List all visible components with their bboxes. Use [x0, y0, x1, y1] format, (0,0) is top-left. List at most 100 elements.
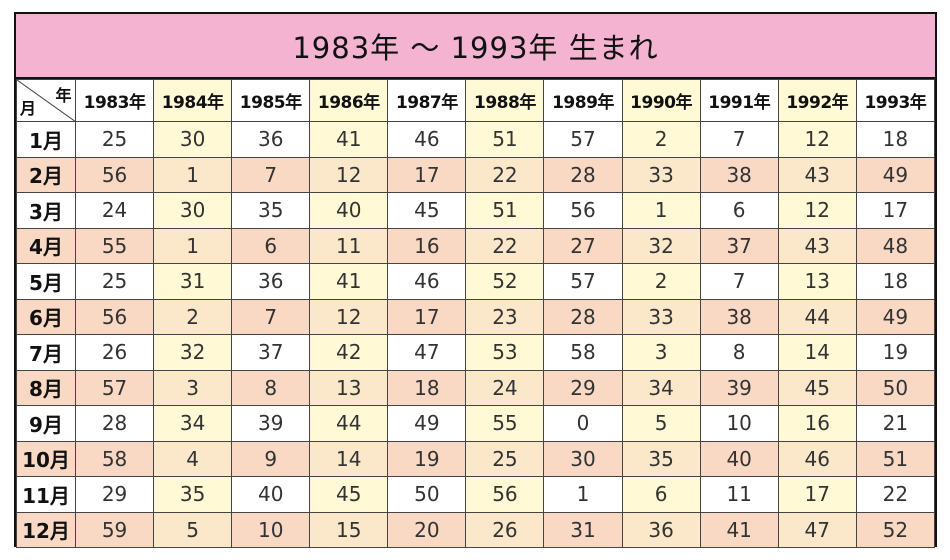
table-cell: 43 [777, 156, 857, 193]
table-cell: 25 [465, 440, 545, 477]
table-cell: 11 [309, 227, 389, 264]
table-row: 11月 29 35 40 45 50 56 1 6 11 17 22 [16, 476, 936, 513]
table-cell: 23 [465, 298, 545, 335]
table-cell: 13 [777, 263, 857, 300]
table-cell: 38 [699, 156, 779, 193]
table-row: 1月 25 30 36 41 46 51 57 2 7 12 18 [16, 121, 936, 158]
table-cell: 9 [231, 440, 311, 477]
table-cell: 51 [855, 440, 936, 477]
table-cell: 33 [621, 298, 701, 335]
month-label: 1月 [16, 121, 76, 158]
table-cell: 29 [74, 476, 155, 513]
table-cell: 33 [621, 156, 701, 193]
table-cell: 7 [231, 298, 311, 335]
table-cell: 1 [153, 156, 233, 193]
table-cell: 46 [777, 440, 857, 477]
table-cell: 19 [387, 440, 467, 477]
table-cell: 17 [777, 476, 857, 513]
table-cell: 56 [465, 476, 545, 513]
table-row: 6月 56 2 7 12 17 23 28 33 38 44 49 [16, 298, 936, 335]
table-cell: 52 [855, 511, 936, 548]
table-cell: 44 [777, 298, 857, 335]
table-cell: 51 [465, 192, 545, 229]
table-row: 4月 55 1 6 11 16 22 27 32 37 43 48 [16, 227, 936, 264]
table-cell: 35 [621, 440, 701, 477]
month-label: 12月 [16, 511, 76, 548]
table-cell: 32 [153, 334, 233, 371]
table-cell: 46 [387, 263, 467, 300]
table-cell: 41 [699, 511, 779, 548]
month-label: 7月 [16, 334, 76, 371]
table-cell: 21 [855, 405, 936, 442]
month-label: 11月 [16, 476, 76, 513]
table-cell: 40 [231, 476, 311, 513]
header-row: 年 月 1983年 1984年 1985年 1986年 1987年 1988年 … [16, 79, 936, 122]
table-cell: 57 [74, 369, 155, 406]
table-cell: 34 [621, 369, 701, 406]
table-cell: 53 [465, 334, 545, 371]
table-row: 3月 24 30 35 40 45 51 56 1 6 12 17 [16, 192, 936, 229]
table-cell: 49 [855, 298, 936, 335]
table-cell: 1 [621, 192, 701, 229]
year-header: 1987年 [387, 79, 467, 122]
table-cell: 22 [465, 227, 545, 264]
table-cell: 25 [74, 121, 155, 158]
table-cell: 18 [387, 369, 467, 406]
table-cell: 24 [74, 192, 155, 229]
table-cell: 57 [543, 121, 623, 158]
table-cell: 2 [153, 298, 233, 335]
table-cell: 36 [231, 263, 311, 300]
table-cell: 12 [309, 298, 389, 335]
table-cell: 7 [231, 156, 311, 193]
table-cell: 7 [699, 121, 779, 158]
table-cell: 3 [621, 334, 701, 371]
year-header: 1983年 [74, 79, 155, 122]
table-cell: 22 [465, 156, 545, 193]
year-header: 1988年 [465, 79, 545, 122]
table-cell: 18 [855, 263, 936, 300]
table-cell: 27 [543, 227, 623, 264]
table-cell: 58 [543, 334, 623, 371]
table-cell: 35 [153, 476, 233, 513]
table-cell: 56 [543, 192, 623, 229]
year-header: 1989年 [543, 79, 623, 122]
table-cell: 30 [153, 121, 233, 158]
table-cell: 6 [231, 227, 311, 264]
table-cell: 57 [543, 263, 623, 300]
month-label: 10月 [16, 440, 76, 477]
table-cell: 49 [387, 405, 467, 442]
table-body: 1月 25 30 36 41 46 51 57 2 7 12 18 2月 56 1 7 12 17 22 28 33 38… [16, 121, 936, 548]
table-cell: 56 [74, 156, 155, 193]
year-header: 1993年 [855, 79, 936, 122]
table-cell: 12 [309, 156, 389, 193]
table-cell: 52 [465, 263, 545, 300]
table-cell: 44 [309, 405, 389, 442]
table-cell: 45 [387, 192, 467, 229]
table-row: 9月 28 34 39 44 49 55 0 5 10 16 21 [16, 405, 936, 442]
table-cell: 41 [309, 121, 389, 158]
table-cell: 39 [699, 369, 779, 406]
table-cell: 28 [543, 156, 623, 193]
table-cell: 6 [699, 192, 779, 229]
table-cell: 10 [231, 511, 311, 548]
table-cell: 28 [74, 405, 155, 442]
table-cell: 45 [309, 476, 389, 513]
table-cell: 47 [777, 511, 857, 548]
table-cell: 2 [621, 263, 701, 300]
month-label: 6月 [16, 298, 76, 335]
table-cell: 15 [309, 511, 389, 548]
table-cell: 12 [777, 121, 857, 158]
table-cell: 12 [777, 192, 857, 229]
table-cell: 31 [543, 511, 623, 548]
table-cell: 11 [699, 476, 779, 513]
table-cell: 59 [74, 511, 155, 548]
table-cell: 41 [309, 263, 389, 300]
table-cell: 1 [153, 227, 233, 264]
table-cell: 39 [231, 405, 311, 442]
table-cell: 14 [777, 334, 857, 371]
table-cell: 51 [465, 121, 545, 158]
corner-cell: 年 月 [16, 79, 76, 122]
table-cell: 16 [387, 227, 467, 264]
table-cell: 34 [153, 405, 233, 442]
table-cell: 17 [387, 156, 467, 193]
